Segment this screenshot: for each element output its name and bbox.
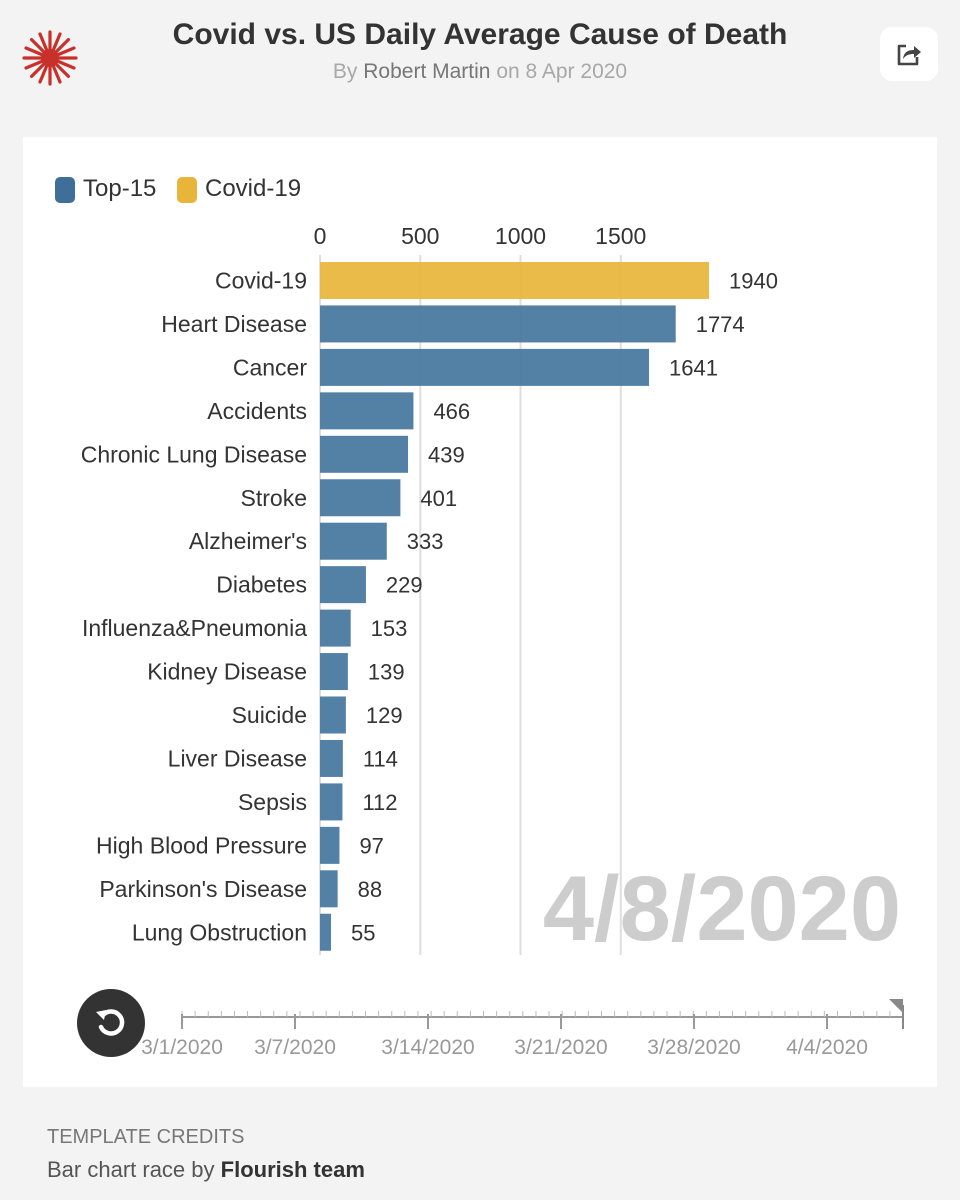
category-label: Sepsis: [238, 789, 307, 815]
value-label: 88: [358, 877, 382, 902]
replay-button[interactable]: [77, 989, 145, 1057]
value-label: 55: [351, 920, 375, 945]
value-label: 129: [366, 703, 403, 728]
bar: [320, 566, 366, 604]
credits-text: Bar chart race by Flourish team: [47, 1157, 365, 1183]
value-label: 1940: [729, 269, 778, 294]
value-label: 229: [386, 573, 423, 598]
legend-swatch-top15: [55, 177, 75, 203]
flourish-logo-icon: [22, 30, 78, 86]
value-label: 439: [428, 442, 465, 467]
timeline-label: 3/1/2020: [141, 1036, 223, 1059]
category-label: Diabetes: [216, 572, 307, 598]
byline-on: on: [496, 60, 520, 83]
publish-date: 8 Apr 2020: [525, 60, 628, 83]
credits-prefix: Bar chart race by: [47, 1157, 215, 1182]
category-label: High Blood Pressure: [96, 832, 307, 858]
share-icon: [897, 44, 921, 66]
bar: [320, 262, 709, 299]
timeline-label: 3/14/2020: [381, 1036, 474, 1059]
category-label: Heart Disease: [161, 311, 307, 337]
author-link[interactable]: Robert Martin: [363, 60, 491, 83]
value-label: 333: [407, 529, 444, 554]
bar: [320, 479, 401, 517]
share-button[interactable]: [880, 27, 938, 81]
header: Covid vs. US Daily Average Cause of Deat…: [0, 0, 960, 120]
byline-by: By: [332, 60, 358, 83]
legend-label-covid[interactable]: Covid-19: [205, 175, 302, 202]
bar: [320, 783, 343, 821]
bar: [320, 739, 343, 777]
category-label: Liver Disease: [168, 745, 307, 771]
category-label: Cancer: [233, 354, 307, 380]
byline: By Robert Martin on 8 Apr 2020: [0, 60, 960, 84]
value-label: 1641: [669, 355, 718, 380]
value-label: 139: [368, 660, 405, 685]
credits-label: TEMPLATE CREDITS: [47, 1126, 245, 1148]
category-label: Kidney Disease: [147, 659, 307, 685]
value-label: 114: [363, 746, 398, 771]
bar: [320, 435, 409, 473]
bar: [320, 870, 338, 908]
value-label: 1774: [696, 312, 745, 337]
credits-author-link[interactable]: Flourish team: [220, 1157, 365, 1182]
category-label: Stroke: [241, 485, 307, 511]
timeline-handle: [889, 999, 903, 1013]
bar: [320, 522, 387, 560]
legend-swatch-covid: [177, 177, 197, 203]
category-label: Lung Obstruction: [132, 919, 307, 945]
value-label: 97: [359, 833, 383, 858]
replay-icon: [96, 1009, 125, 1036]
bar: [320, 348, 650, 386]
category-label: Alzheimer's: [189, 528, 307, 554]
page-title: Covid vs. US Daily Average Cause of Deat…: [172, 18, 788, 51]
bar: [320, 653, 348, 691]
category-label: Suicide: [232, 702, 307, 728]
date-watermark: 4/8/2020: [543, 858, 901, 960]
category-label: Accidents: [207, 398, 307, 424]
timeline-label: 4/4/2020: [786, 1036, 868, 1059]
value-label: 112: [362, 790, 397, 815]
chart-card: Top-15 Covid-19 0 500 1000 1500 4/8/2020 Covi…: [23, 137, 937, 1087]
bar: [320, 609, 351, 647]
bar: [320, 826, 340, 864]
category-label: Influenza&Pneumonia: [82, 615, 307, 641]
value-label: 153: [371, 616, 408, 641]
bar: [320, 913, 332, 951]
x-tick-label: 1000: [495, 223, 546, 249]
value-label: 466: [433, 399, 470, 424]
legend-label-top15[interactable]: Top-15: [83, 175, 157, 202]
x-tick-label: 1500: [595, 223, 646, 249]
timeline-label: 3/7/2020: [254, 1036, 336, 1059]
category-label: Parkinson's Disease: [99, 876, 307, 902]
bar-chart: 0 500 1000 1500 4/8/2020 Covid-19 1940 Heart Di…: [81, 223, 904, 1059]
timeline-label: 3/28/2020: [647, 1036, 740, 1059]
category-label: Chronic Lung Disease: [81, 441, 307, 467]
bar: [320, 696, 346, 734]
value-label: 401: [420, 486, 457, 511]
x-tick-label: 500: [401, 223, 439, 249]
timeline-label: 3/21/2020: [514, 1036, 607, 1059]
bar: [320, 392, 414, 430]
x-tick-label: 0: [314, 223, 327, 249]
bar: [320, 305, 676, 343]
category-label: Covid-19: [215, 268, 307, 294]
